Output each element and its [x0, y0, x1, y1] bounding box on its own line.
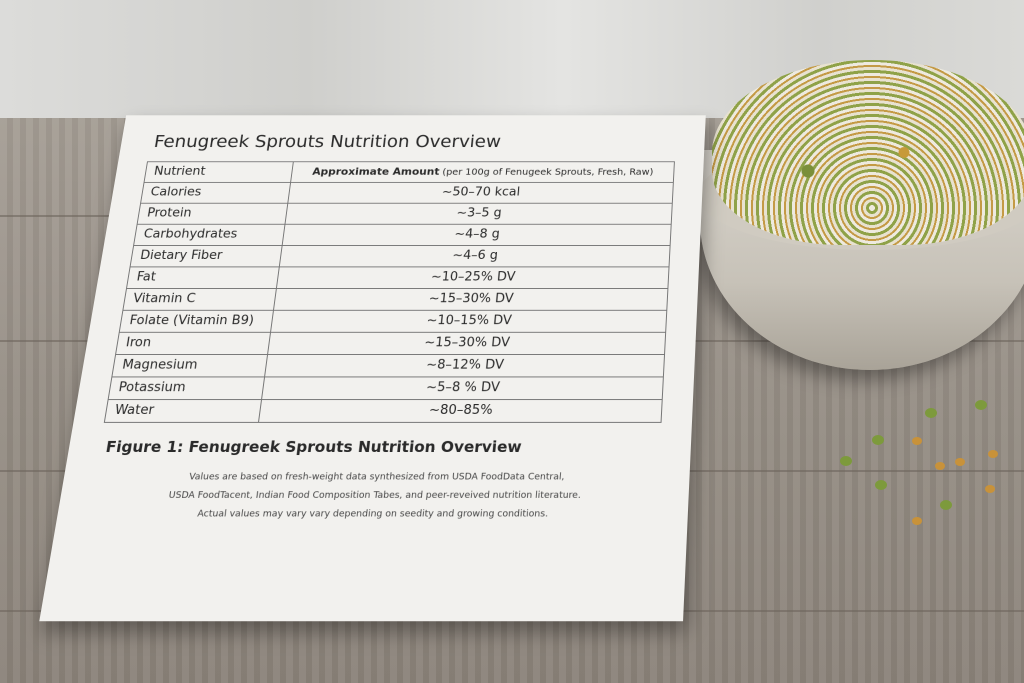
sprout [875, 480, 887, 490]
table-row: Magnesium ~8–12% DV [111, 354, 665, 377]
seed [935, 462, 945, 470]
nutrient-amount: ~8–12% DV [264, 354, 665, 377]
nutrient-amount: ~80–85% [258, 399, 663, 423]
nutrient-name: Water [104, 399, 262, 423]
table-row: Fat ~10–25% DV [126, 266, 670, 289]
nutrient-name: Carbohydrates [133, 224, 285, 246]
nutrient-name: Vitamin C [122, 288, 277, 311]
table-row: Dietary Fiber ~4–6 g [130, 245, 671, 267]
fenugreek-sprouts [712, 60, 1024, 245]
nutrient-amount: ~5–8 % DV [261, 376, 664, 400]
table-row: Carbohydrates ~4–8 g [133, 224, 672, 246]
seed [955, 458, 965, 466]
nutrient-amount: ~3–5 g [284, 203, 673, 225]
table-row: Calories ~50–70 kcal [140, 182, 674, 204]
document-title: Fenugreek Sprouts Nutrition Overview [152, 131, 502, 152]
header-nutrient: Nutrient [144, 161, 294, 183]
nutrition-sheet: Fenugreek Sprouts Nutrition Overview Nut… [39, 115, 706, 622]
nutrient-name: Folate (Vitamin B9) [119, 310, 274, 333]
table-header-row: Nutrient Approximate Amount (per 100g of… [144, 161, 675, 183]
figure-caption: Figure 1: Fenugreek Sprouts Nutrition Ov… [104, 437, 523, 457]
nutrient-name: Fat [126, 266, 280, 289]
sprout [872, 435, 884, 445]
nutrient-amount: ~4–6 g [279, 245, 671, 267]
note-line: Values are based on fresh-weight data sy… [188, 472, 565, 483]
nutrient-name: Potassium [108, 376, 265, 400]
nutrient-amount: ~10–15% DV [270, 310, 667, 333]
nutrient-name: Protein [137, 203, 288, 225]
nutrient-name: Dietary Fiber [130, 245, 283, 267]
note-line: Actual values may vary vary depending on… [196, 509, 549, 520]
source-note: Values are based on fresh-weight data sy… [87, 469, 659, 522]
table-row: Iron ~15–30% DV [115, 332, 666, 355]
seed [912, 517, 922, 525]
header-amount: Approximate Amount (per 100g of Fenugeek… [290, 161, 675, 183]
nutrient-name: Iron [115, 332, 271, 355]
table-row: Vitamin C ~15–30% DV [122, 288, 668, 311]
seed [988, 450, 998, 458]
seed [985, 485, 995, 493]
nutrient-amount: ~15–30% DV [273, 288, 668, 311]
nutrient-amount: ~15–30% DV [267, 332, 666, 355]
table-row: Protein ~3–5 g [137, 203, 673, 225]
nutrient-name: Calories [140, 182, 291, 204]
nutrient-name: Magnesium [111, 354, 268, 377]
table-row: Water ~80–85% [104, 399, 663, 423]
nutrition-table: Nutrient Approximate Amount (per 100g of… [104, 161, 675, 423]
note-line: USDA FoodTacent, Indian Food Composition… [167, 490, 582, 501]
header-amount-detail: (per 100g of Fenugeek Sprouts, Fresh, Ra… [441, 167, 654, 177]
nutrient-amount: ~10–25% DV [276, 266, 670, 289]
sprout [840, 456, 852, 466]
seed [912, 437, 922, 445]
table-row: Potassium ~5–8 % DV [108, 376, 664, 400]
table-row: Folate (Vitamin B9) ~10–15% DV [119, 310, 667, 333]
sprout [925, 408, 937, 418]
nutrient-amount: ~50–70 kcal [287, 182, 674, 204]
sprout [940, 500, 952, 510]
sprout [975, 400, 987, 410]
nutrient-amount: ~4–8 g [282, 224, 672, 246]
header-amount-bold: Approximate Amount [311, 165, 441, 177]
